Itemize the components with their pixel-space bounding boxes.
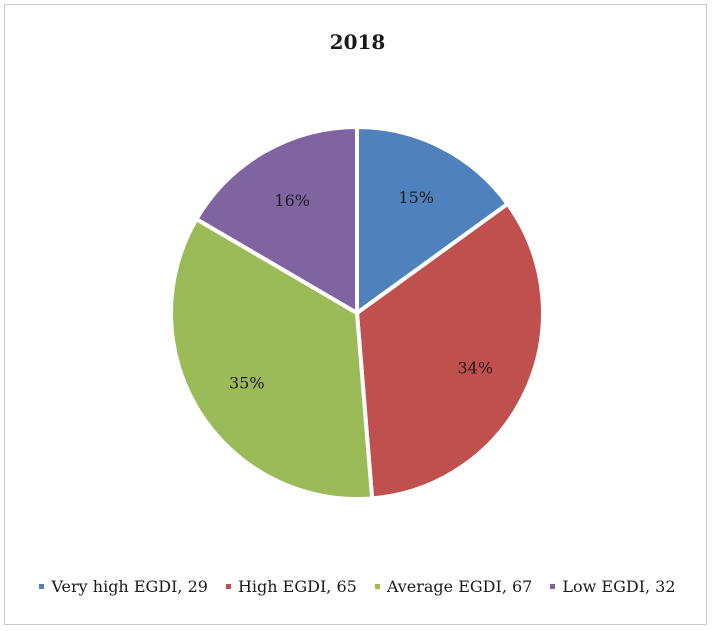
chart-legend: Very high EGDI, 29 High EGDI, 65 Average E… — [0, 577, 715, 596]
legend-item: Average EGDI, 67 — [374, 577, 533, 596]
pie-slice-average-egdi — [169, 217, 375, 501]
legend-marker-icon — [39, 584, 45, 589]
pie-slice-percent-label: 16% — [274, 191, 310, 210]
pie-slice-high-egdi — [355, 201, 545, 501]
pie-slice-percent-label: 34% — [457, 358, 493, 377]
legend-item: Low EGDI, 32 — [550, 577, 676, 596]
legend-marker-icon — [374, 584, 380, 589]
legend-label: Low EGDI, 32 — [562, 577, 676, 596]
legend-item: High EGDI, 65 — [225, 577, 357, 596]
pie-slice-percent-label: 15% — [398, 188, 434, 207]
chart-title: 2018 — [329, 30, 386, 54]
legend-item: Very high EGDI, 29 — [39, 577, 208, 596]
legend-label: High EGDI, 65 — [237, 577, 357, 596]
legend-marker-icon — [550, 584, 556, 589]
pie-slice-percent-label: 35% — [229, 373, 265, 392]
pie-slice-very-high-egdi — [355, 125, 510, 315]
legend-label: Very high EGDI, 29 — [51, 577, 208, 596]
legend-marker-icon — [225, 584, 231, 589]
pie-slice-low-egdi — [194, 125, 359, 315]
legend-label: Average EGDI, 67 — [386, 577, 533, 596]
